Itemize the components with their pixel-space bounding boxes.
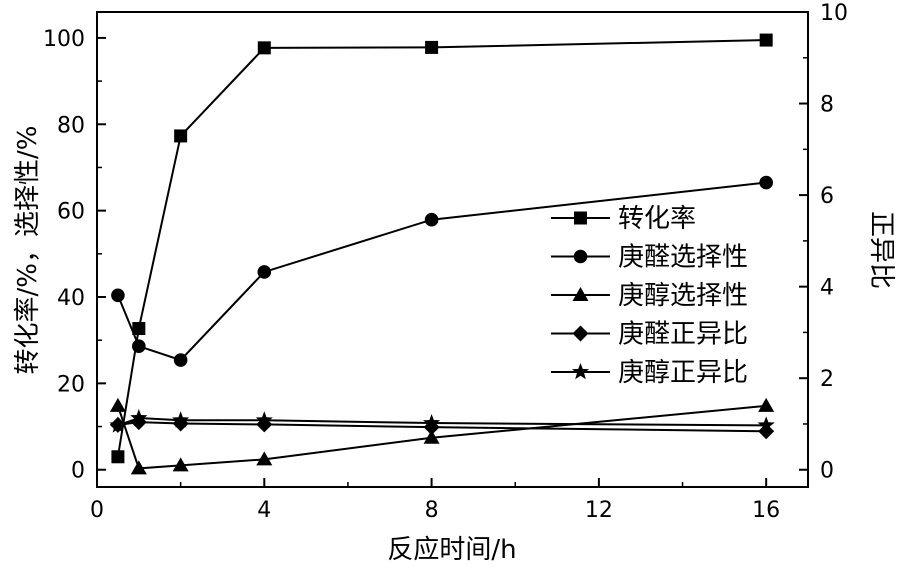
x-axis-title: 反应时间/h: [387, 535, 516, 565]
x-tick-label: 8: [425, 498, 439, 523]
series-5: [109, 409, 775, 433]
series-4-point: [758, 423, 775, 440]
x-tick-label: 12: [585, 498, 613, 523]
x-tick-label: 0: [90, 498, 104, 523]
legend-marker: [572, 287, 589, 301]
right-y-tick-label: 10: [820, 1, 848, 26]
left-y-axis-title: 转化率/%，选择性/%: [13, 126, 43, 375]
legend-label: 庚醇选择性: [618, 281, 748, 311]
x-tick-label: 4: [257, 498, 271, 523]
series-3-point: [130, 460, 147, 475]
series-2-point: [759, 175, 773, 190]
left-y-tick-label: 40: [57, 286, 85, 311]
series-layer: [109, 33, 775, 475]
series-2: [111, 175, 773, 367]
series-2-point: [132, 339, 146, 354]
legend-label: 转化率: [618, 204, 696, 234]
right-y-tick-label: 2: [820, 367, 834, 392]
series-1-point: [425, 40, 439, 54]
series-1-point: [132, 322, 146, 336]
left-y-tick-label: 60: [57, 200, 85, 225]
right-y-tick-label: 4: [820, 276, 834, 301]
series-1-point: [759, 33, 773, 47]
legend-marker: [574, 211, 587, 225]
series-1-point: [257, 41, 271, 55]
series-5-point: [130, 409, 148, 426]
series-3-point: [256, 451, 273, 466]
series-3-point: [758, 397, 775, 412]
series-5-point: [423, 414, 441, 431]
legend-label: 庚醛选择性: [618, 243, 748, 273]
right-y-tick-label: 8: [820, 93, 834, 118]
series-2-point: [424, 212, 439, 227]
legend-marker: [573, 249, 588, 264]
series-2-line: [116, 181, 767, 362]
series-2-point: [257, 265, 272, 279]
right-y-axis: 0 2 4 6 8 10: [799, 1, 848, 484]
right-y-axis-title: 正异比: [866, 211, 896, 289]
series-5-point: [255, 411, 273, 428]
right-y-tick-label: 6: [820, 184, 834, 209]
series-2-point: [173, 353, 188, 367]
series-3-point: [172, 457, 189, 472]
series-5-point: [109, 416, 127, 433]
series-3-point: [109, 397, 126, 412]
plot-frame: [96, 11, 809, 488]
left-y-tick-label: 0: [71, 459, 85, 484]
left-y-tick-label: 100: [43, 27, 85, 52]
series-5-point: [757, 416, 775, 433]
left-y-axis: 0 20 40 60 80 100: [43, 27, 106, 484]
legend-marker: [571, 363, 590, 380]
series-1-point: [174, 129, 188, 143]
series-5-point: [172, 411, 190, 428]
series-2-point: [111, 288, 125, 303]
x-axis: 0 4 8 12 16: [90, 478, 780, 523]
series-4: [109, 414, 775, 440]
series-3-point: [423, 429, 440, 444]
legend-label: 庚醛正异比: [618, 320, 748, 350]
right-y-tick-label: 0: [820, 459, 834, 484]
series-3: [109, 397, 775, 475]
legend-label: 庚醇正异比: [618, 358, 748, 388]
left-y-tick-label: 20: [57, 372, 85, 397]
left-y-tick-label: 80: [57, 113, 85, 138]
series-1-point: [111, 450, 125, 464]
x-tick-label: 16: [752, 498, 780, 523]
legend-marker: [572, 325, 589, 342]
series-3-line: [116, 404, 767, 470]
